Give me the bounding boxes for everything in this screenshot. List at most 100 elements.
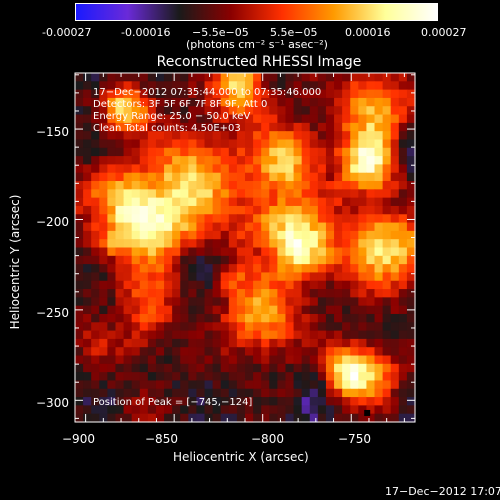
- heatmap-cell: [366, 388, 376, 398]
- heatmap-cell: [374, 313, 384, 323]
- heatmap-cell: [212, 172, 222, 182]
- heatmap-cell: [398, 205, 408, 215]
- heatmap-cell: [374, 89, 384, 99]
- heatmap-cell: [382, 172, 392, 182]
- heatmap-cell: [325, 272, 335, 282]
- heatmap-cell: [269, 247, 278, 257]
- heatmap-cell: [406, 347, 416, 357]
- heatmap-cell: [293, 388, 303, 398]
- heatmap-cell: [180, 81, 189, 91]
- heatmap-cell: [390, 114, 400, 124]
- heatmap-cell: [277, 305, 287, 315]
- heatmap-cell: [342, 156, 351, 166]
- heatmap-cell: [277, 313, 287, 323]
- heatmap-cell: [75, 413, 84, 423]
- heatmap-cell: [212, 147, 222, 157]
- heatmap-cell: [253, 355, 262, 365]
- heatmap-cell: [99, 114, 108, 124]
- heatmap-cell: [293, 81, 303, 91]
- heatmap-cell: [164, 73, 173, 82]
- heatmap-cell: [172, 73, 181, 82]
- heatmap-cell: [325, 197, 335, 207]
- heatmap-cell: [196, 114, 206, 124]
- heatmap-cell: [164, 197, 173, 207]
- heatmap-cell: [188, 255, 198, 265]
- heatmap-cell: [83, 322, 92, 332]
- heatmap-cell: [75, 363, 84, 373]
- heatmap-cell: [123, 89, 133, 99]
- heatmap-cell: [123, 239, 133, 249]
- heatmap-cell: [317, 139, 327, 149]
- heatmap-cell: [220, 413, 230, 423]
- heatmap-cell: [196, 131, 206, 141]
- heatmap-cell: [342, 214, 351, 224]
- heatmap-cell: [220, 272, 230, 282]
- heatmap-cell: [155, 214, 165, 224]
- heatmap-cell: [325, 280, 335, 290]
- heatmap-cell: [107, 372, 117, 382]
- heatmap-cell: [325, 372, 335, 382]
- heatmap-cell: [334, 272, 343, 282]
- heatmap-cell: [317, 289, 327, 298]
- heatmap-cell: [188, 405, 198, 415]
- heatmap-cell: [382, 338, 392, 348]
- heatmap-cell: [204, 405, 214, 415]
- heatmap-cell: [366, 313, 376, 323]
- heatmap-cell: [115, 139, 125, 149]
- heatmap-cell: [390, 222, 400, 232]
- heatmap-cell: [253, 139, 262, 149]
- heatmap-cell: [115, 289, 125, 298]
- heatmap-cell: [155, 305, 165, 315]
- heatmap-cell: [269, 355, 278, 365]
- x-tick-label: −750: [338, 432, 371, 446]
- heatmap-cell: [317, 106, 327, 116]
- heatmap-cell: [398, 347, 408, 357]
- heatmap-cell: [188, 388, 198, 398]
- heatmap-cell: [228, 189, 238, 199]
- heatmap-cell: [139, 305, 149, 315]
- heatmap-cell: [245, 264, 254, 274]
- heatmap-cell: [99, 222, 108, 232]
- heatmap-cell: [172, 313, 181, 323]
- heatmap-cell: [115, 330, 125, 340]
- heatmap-cell: [245, 313, 254, 323]
- heatmap-cell: [309, 347, 319, 357]
- heatmap-cell: [366, 97, 376, 107]
- heatmap-cell: [236, 330, 246, 340]
- heatmap-cell: [398, 189, 408, 199]
- heatmap-cell: [123, 355, 133, 365]
- heatmap-cell: [180, 305, 189, 315]
- heatmap-cell: [366, 122, 376, 132]
- heatmap-cell: [139, 297, 149, 307]
- heatmap-cell: [358, 405, 368, 415]
- heatmap-cell: [83, 97, 92, 107]
- heatmap-cell: [325, 413, 335, 423]
- heatmap-cell: [155, 172, 165, 182]
- heatmap-cell: [253, 97, 262, 107]
- heatmap-cell: [253, 164, 262, 174]
- heatmap-cell: [269, 172, 278, 182]
- heatmap-cell: [115, 280, 125, 290]
- heatmap-cell: [99, 73, 108, 82]
- heatmap-cell: [83, 230, 92, 240]
- heatmap-cell: [188, 313, 198, 323]
- y-tick-label: −250: [36, 306, 69, 320]
- heatmap-cell: [147, 388, 157, 398]
- heatmap-cell: [301, 239, 311, 249]
- heatmap-cell: [293, 89, 303, 99]
- heatmap-cell: [277, 164, 287, 174]
- heatmap-cell: [236, 73, 246, 82]
- heatmap-cell: [164, 97, 173, 107]
- heatmap-cell: [139, 280, 149, 290]
- heatmap-cell: [269, 181, 278, 190]
- heatmap-cell: [123, 305, 133, 315]
- heatmap-cell: [253, 347, 262, 357]
- heatmap-cell: [139, 405, 149, 415]
- heatmap-cell: [277, 280, 287, 290]
- heatmap-cell: [180, 172, 189, 182]
- heatmap-cell: [204, 222, 214, 232]
- heatmap-cell: [269, 264, 278, 274]
- heatmap-cell: [261, 338, 270, 348]
- heatmap-cell: [309, 363, 319, 373]
- heatmap-cell: [123, 214, 133, 224]
